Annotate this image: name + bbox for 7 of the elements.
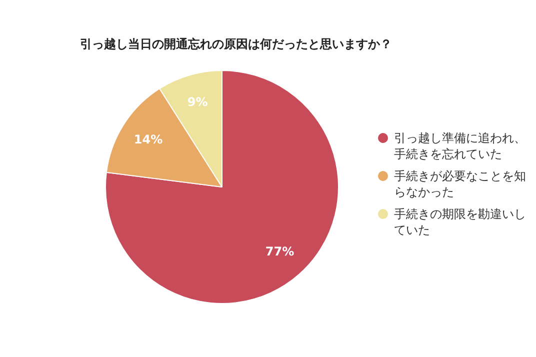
legend-label: 手続きが必要なことを知らなかった (394, 168, 527, 200)
data-label: 14% (134, 132, 163, 146)
data-label: 9% (187, 95, 208, 110)
legend-label: 引っ越し準備に追われ、手続きを忘れていた (394, 130, 527, 162)
chart-title: 引っ越し当日の開通忘れの原因は何だったと思いますか？ (80, 36, 392, 53)
data-label: 77% (265, 244, 294, 259)
legend-label: 手続きの期限を勘違いしていた (394, 206, 527, 238)
